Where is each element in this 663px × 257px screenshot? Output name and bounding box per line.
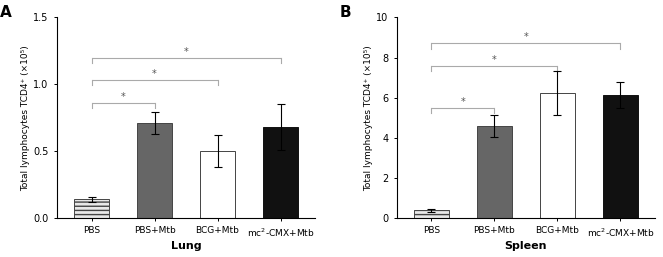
Bar	[603, 95, 638, 218]
Text: *: *	[184, 47, 188, 57]
Bar	[263, 127, 298, 218]
Y-axis label: Total lymphocytes TCD4⁺ (×10⁵): Total lymphocytes TCD4⁺ (×10⁵)	[365, 45, 373, 190]
Text: A: A	[0, 5, 12, 20]
X-axis label: Spleen: Spleen	[505, 241, 547, 251]
Text: *: *	[152, 69, 157, 79]
Text: *: *	[524, 32, 528, 42]
Text: *: *	[121, 92, 125, 102]
Text: *: *	[492, 54, 497, 65]
Text: *: *	[461, 97, 465, 107]
Y-axis label: Total lymphocytes TCD4⁺ (×10⁵): Total lymphocytes TCD4⁺ (×10⁵)	[21, 45, 30, 190]
X-axis label: Lung: Lung	[171, 241, 202, 251]
Text: B: B	[340, 5, 351, 20]
Bar	[137, 123, 172, 218]
Bar	[414, 210, 449, 218]
Bar	[74, 199, 109, 218]
Bar	[200, 151, 235, 218]
Bar	[477, 126, 512, 218]
Bar	[540, 93, 575, 218]
